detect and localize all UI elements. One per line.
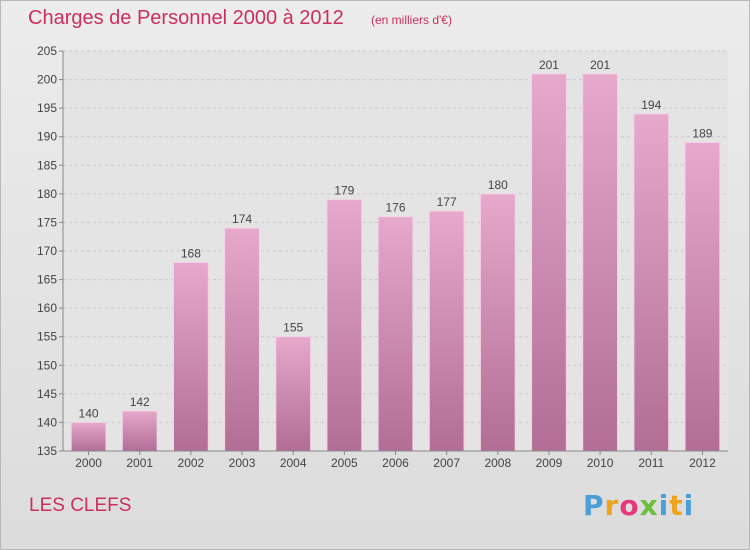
data-label: 142 xyxy=(130,395,150,409)
bar-2001 xyxy=(121,410,158,452)
x-tick-label: 2006 xyxy=(382,456,409,470)
y-axis: 135 140 145 150 155 160 165 170 175 180 185 190 195 2… xyxy=(37,44,64,458)
x-tick-label: 2008 xyxy=(484,456,511,470)
y-tick-label: 135 xyxy=(37,444,57,458)
bars xyxy=(70,73,721,452)
data-label: 176 xyxy=(385,201,405,215)
bar-2009 xyxy=(531,73,567,452)
y-tick-label: 200 xyxy=(37,73,57,87)
bar-2007 xyxy=(428,210,465,452)
y-tick-label: 190 xyxy=(37,130,57,144)
y-tick-label: 185 xyxy=(37,158,57,172)
logo-letter: P xyxy=(583,489,605,522)
y-tick-label: 160 xyxy=(37,301,57,315)
bar-2008 xyxy=(479,193,516,452)
y-tick-label: 195 xyxy=(37,101,57,115)
data-label: 155 xyxy=(283,321,303,335)
x-tick-label: 2010 xyxy=(587,456,614,470)
data-label: 168 xyxy=(181,246,201,260)
x-tick-label: 2009 xyxy=(536,456,563,470)
x-tick-label: 2000 xyxy=(75,456,102,470)
x-tick-label: 2012 xyxy=(689,456,716,470)
x-tick-label: 2002 xyxy=(178,456,205,470)
y-tick-label: 205 xyxy=(37,44,57,58)
bar-2006 xyxy=(377,216,414,452)
data-label: 179 xyxy=(334,184,354,198)
bar-2010 xyxy=(582,73,619,452)
proxiti-logo[interactable]: Proxiti xyxy=(583,489,694,522)
y-tick-label: 150 xyxy=(37,358,57,372)
x-tick-label: 2004 xyxy=(280,456,307,470)
logo-letter: i xyxy=(683,489,695,522)
y-tick-label: 180 xyxy=(37,187,57,201)
logo-letter: i xyxy=(658,489,670,522)
logo-letter: x xyxy=(639,489,659,522)
logo-letter: r xyxy=(604,489,620,522)
bar-2012 xyxy=(684,141,721,452)
chart-title: Charges de Personnel 2000 à 2012 xyxy=(28,7,344,29)
x-tick-label: 2007 xyxy=(433,456,460,470)
y-tick-label: 170 xyxy=(37,244,57,258)
data-label: 189 xyxy=(692,126,712,140)
data-label: 201 xyxy=(539,58,559,72)
x-tick-label: 2003 xyxy=(229,456,256,470)
bar-2004 xyxy=(275,336,312,452)
y-tick-label: 145 xyxy=(37,387,57,401)
data-label: 140 xyxy=(79,406,99,420)
data-label: 194 xyxy=(641,98,661,112)
x-axis: 2000 2001 2002 2003 2004 2005 2006 2007 2008 2009… xyxy=(63,450,728,470)
data-labels: 140 142 168 174 155 179 176 177 180 201 201 194 189 xyxy=(79,58,713,421)
bar-2000 xyxy=(70,421,107,452)
x-tick-label: 2001 xyxy=(126,456,153,470)
data-label: 177 xyxy=(437,195,457,209)
x-tick-label: 2005 xyxy=(331,456,358,470)
y-tick-label: 140 xyxy=(37,415,57,429)
bar-2003 xyxy=(224,227,260,452)
y-tick-label: 155 xyxy=(37,330,57,344)
data-label: 174 xyxy=(232,212,252,226)
logo-letter: o xyxy=(619,489,640,522)
bar-2002 xyxy=(172,261,209,452)
bar-2011 xyxy=(633,113,670,452)
city-name: LES CLEFS xyxy=(29,495,132,516)
logo-letter: t xyxy=(669,489,684,522)
data-label: 201 xyxy=(590,58,610,72)
x-tick-label: 2011 xyxy=(638,456,664,470)
bar-2005 xyxy=(326,199,363,452)
data-label: 180 xyxy=(488,178,508,192)
y-tick-label: 165 xyxy=(37,273,57,287)
y-tick-label: 175 xyxy=(37,215,57,229)
chart-subtitle: (en milliers d'€) xyxy=(371,13,452,27)
